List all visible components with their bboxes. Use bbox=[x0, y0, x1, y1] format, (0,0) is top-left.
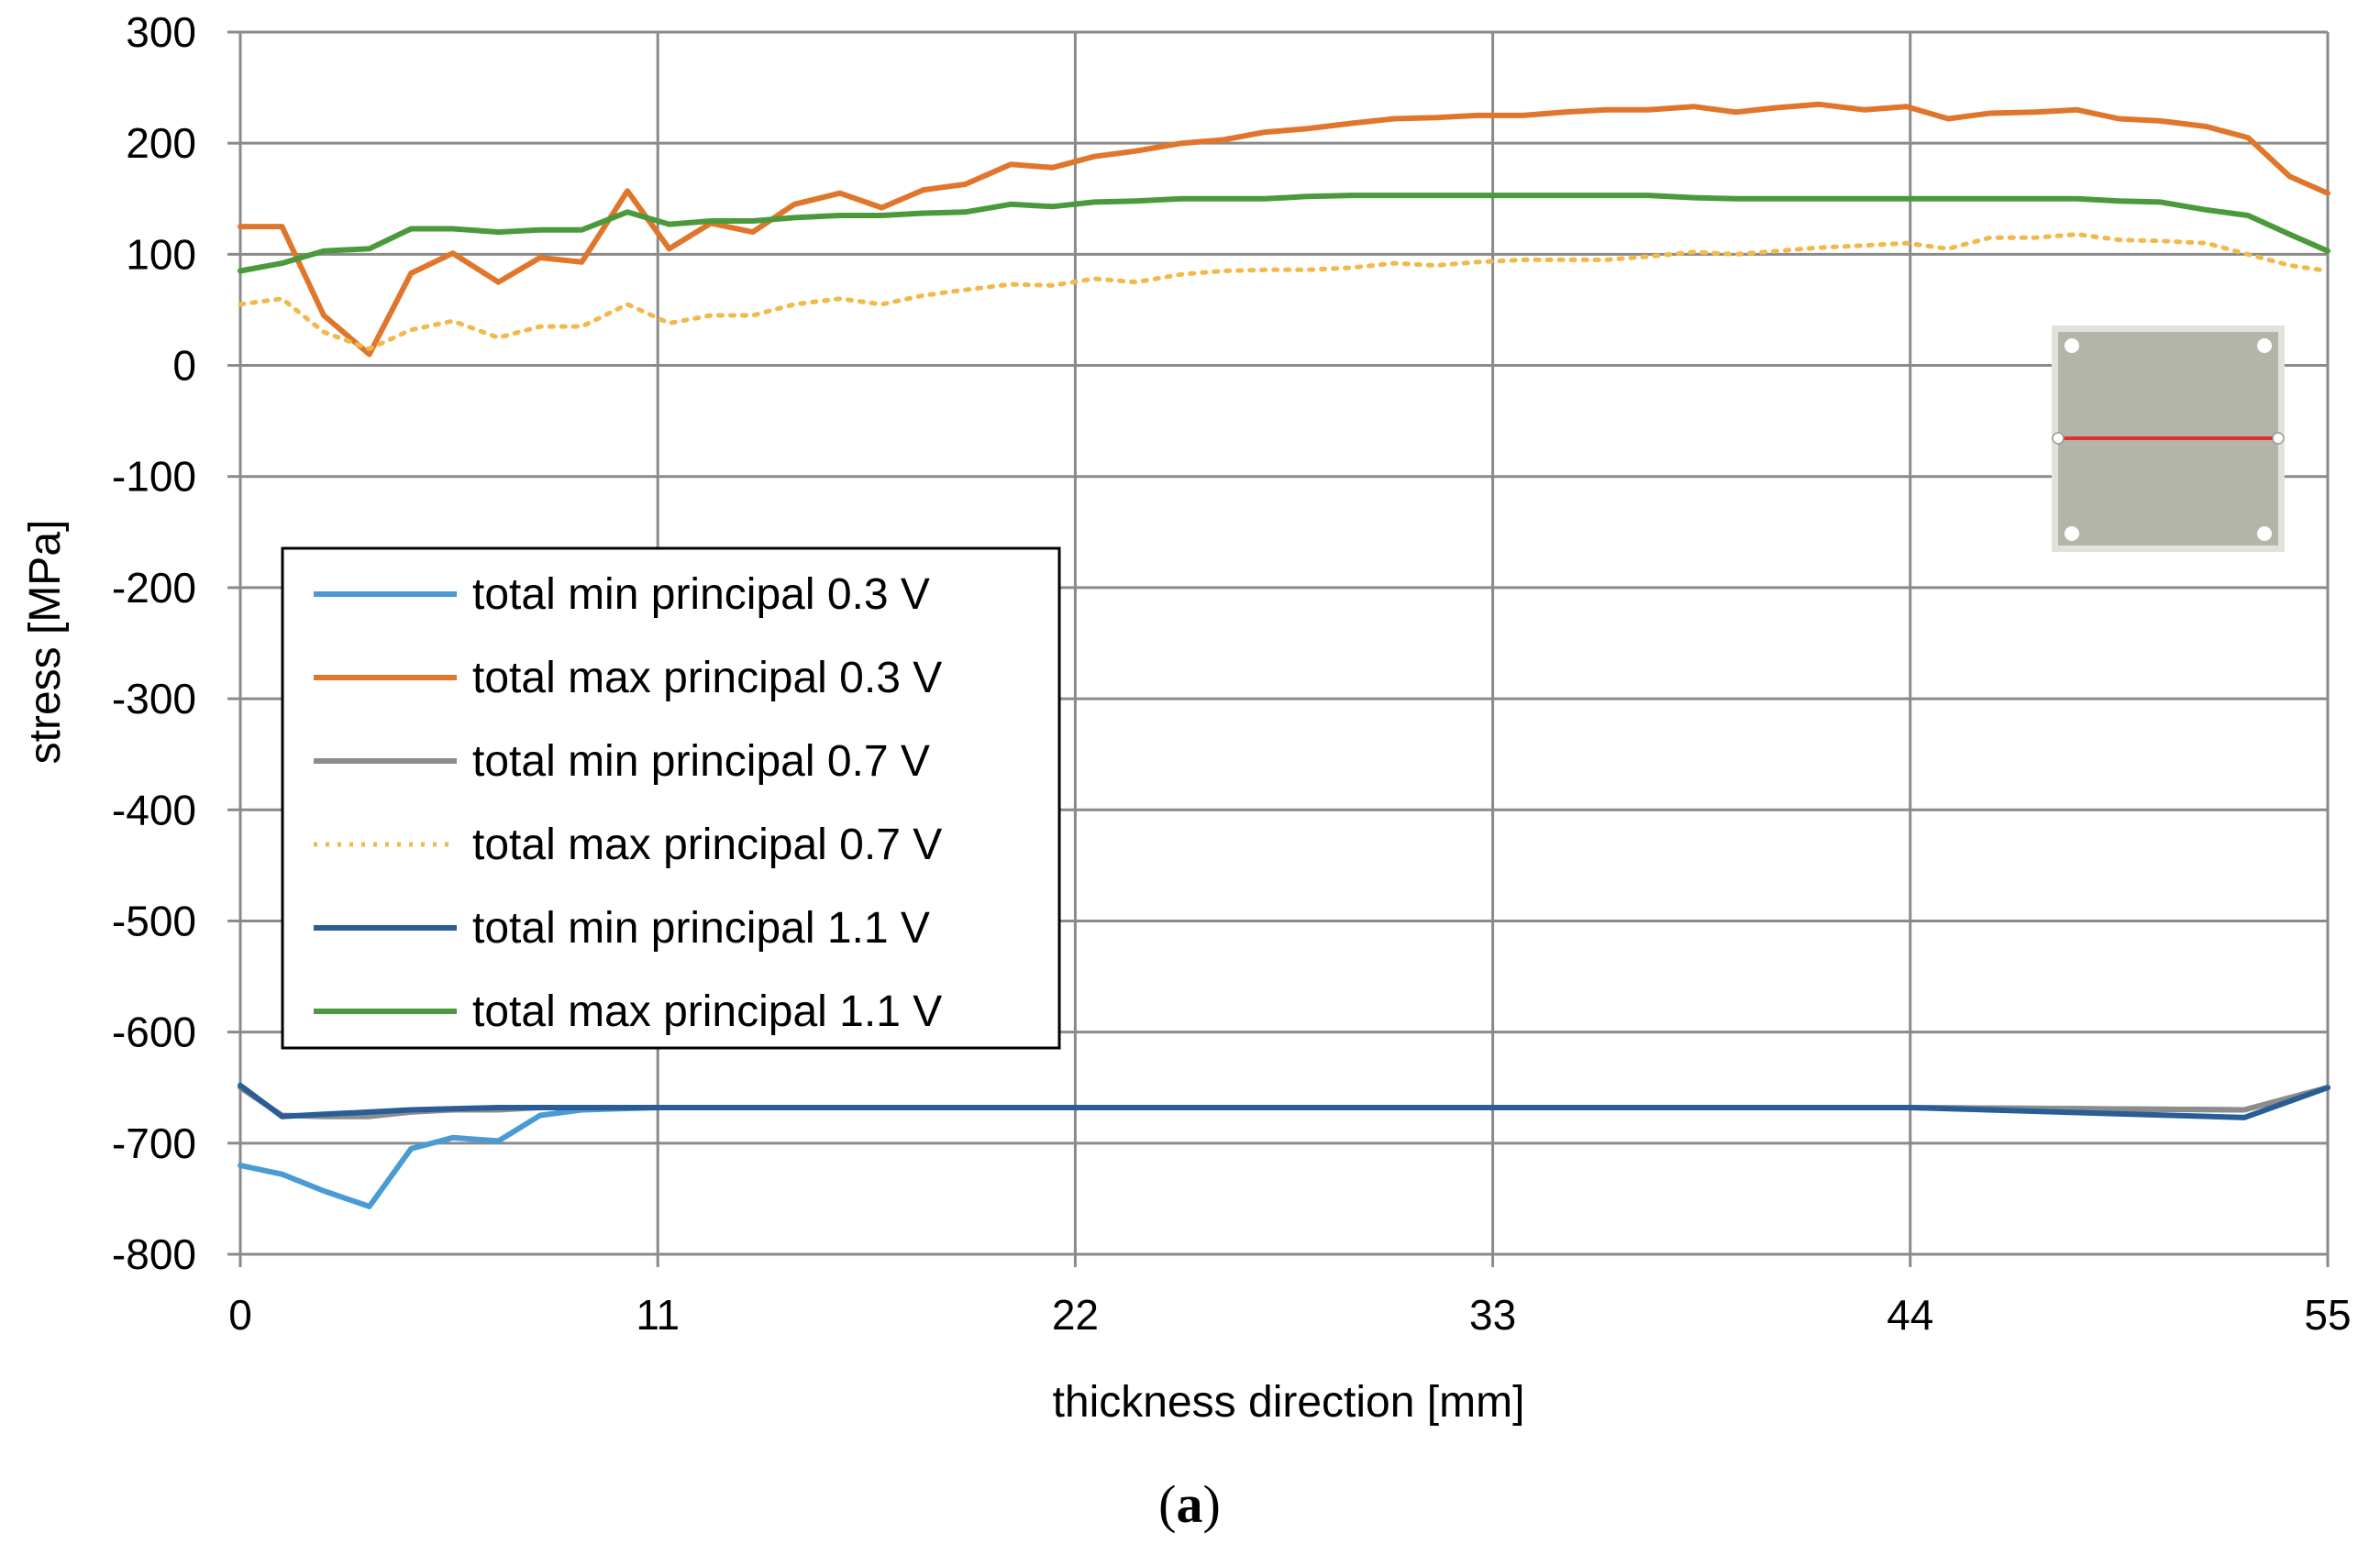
ytick-label-10: -700 bbox=[112, 1119, 196, 1167]
ytick-label-11: -800 bbox=[112, 1230, 196, 1278]
x-axis-label: thickness direction [mm] bbox=[1053, 1378, 1525, 1427]
ytick-label-7: -400 bbox=[112, 786, 196, 833]
tick-labels: 300 200 100 0 -100 -200 -300 -400 -500 -600 -700 -8… bbox=[112, 8, 2352, 1339]
ytick-label-3: 0 bbox=[172, 342, 196, 390]
ytick-label-8: -500 bbox=[112, 897, 196, 944]
series-line-5 bbox=[238, 193, 2330, 274]
series-lines bbox=[238, 101, 2330, 1209]
legend-label-1: total max principal 0.3 V bbox=[472, 654, 942, 702]
specimen-section-end-left bbox=[2052, 432, 2065, 445]
ytick-label-1: 200 bbox=[126, 119, 196, 167]
xtick-label-0: 0 bbox=[228, 1291, 252, 1339]
ytick-label-4: -100 bbox=[112, 453, 196, 501]
caption-letter: a bbox=[1177, 1474, 1203, 1534]
caption-close-paren: ) bbox=[1203, 1474, 1221, 1534]
xtick-label-2: 22 bbox=[1052, 1291, 1099, 1339]
ytick-label-2: 100 bbox=[126, 230, 196, 278]
y-axis-label: stress [MPa] bbox=[21, 520, 70, 765]
xtick-label-3: 33 bbox=[1469, 1291, 1516, 1339]
legend-label-5: total max principal 1.1 V bbox=[472, 987, 942, 1036]
xtick-label-5: 55 bbox=[2304, 1291, 2351, 1339]
series-line-1 bbox=[238, 101, 2330, 358]
xtick-label-1: 11 bbox=[636, 1291, 680, 1339]
legend-box bbox=[281, 546, 1061, 1050]
xtick-label-4: 44 bbox=[1887, 1291, 1933, 1339]
legend-label-2: total min principal 0.7 V bbox=[472, 737, 930, 786]
ytick-label-6: -300 bbox=[112, 675, 196, 722]
legend: total min principal 0.3 V total max princ… bbox=[281, 546, 1061, 1050]
caption-open-paren: ( bbox=[1158, 1474, 1176, 1534]
legend-label-3: total max principal 0.7 V bbox=[472, 821, 942, 869]
ytick-label-5: -200 bbox=[112, 564, 196, 612]
series-line-3 bbox=[238, 232, 2330, 351]
ytick-label-0: 300 bbox=[126, 8, 196, 56]
specimen-section-end-right bbox=[2272, 432, 2285, 445]
specimen-hole-top-right bbox=[2257, 338, 2272, 353]
figure-caption: (a) bbox=[1158, 1474, 1221, 1534]
ytick-label-9: -600 bbox=[112, 1009, 196, 1056]
specimen-hole-bottom-left bbox=[2065, 526, 2079, 541]
specimen-hole-top-left bbox=[2065, 338, 2079, 353]
specimen-inset bbox=[2052, 325, 2285, 552]
specimen-hole-bottom-right bbox=[2257, 526, 2272, 541]
series-line-4 bbox=[238, 1082, 2330, 1120]
legend-label-0: total min principal 0.3 V bbox=[472, 570, 930, 619]
legend-label-4: total min principal 1.1 V bbox=[472, 904, 930, 953]
